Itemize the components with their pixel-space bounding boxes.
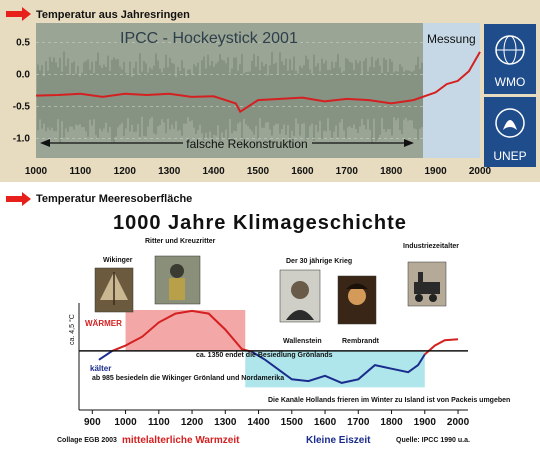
unep-emblem-icon (495, 108, 525, 138)
wallenstein-body (286, 310, 314, 320)
bottom-header: Temperatur Meeresoberfläche (36, 193, 192, 205)
bottom-x-tick-label: 1500 (281, 417, 304, 428)
top-x-tick-label: 2000 (469, 166, 492, 177)
locomotive-body (414, 282, 440, 294)
modern-series-line (424, 338, 459, 356)
wmo-emblem-globe (503, 35, 517, 65)
collage-credit: Collage EGB 2003 (57, 437, 117, 444)
top-header: Temperatur aus Jahresringen (36, 9, 190, 21)
rembrandt-face (348, 287, 366, 305)
warm-series-line (111, 309, 253, 353)
bottom-x-tick-label: 1300 (214, 417, 237, 428)
top-y-axis: 0.5 0.0 -0.5 -1.0 (13, 37, 31, 144)
bottom-panel: Temperatur Meeresoberfläche 1000 Jahre K… (6, 192, 510, 446)
top-plot-title: IPCC - Hockeystick 2001 (120, 30, 298, 47)
false-reconstruction-arrow (40, 139, 414, 147)
top-panel: Temperatur aus Jahresringen IPCC - Hocke… (0, 0, 540, 182)
wallenstein-label: Wallenstein (283, 338, 322, 345)
top-x-tick-label: 1000 (25, 166, 48, 177)
measurement-label: Messung (427, 32, 476, 46)
false-reconstruction-label: falsche Rekonstruktion (186, 137, 307, 151)
rembrandt-label: Rembrandt (342, 338, 380, 345)
bottom-header-arrow (6, 192, 31, 206)
bottom-x-tick-label: 1900 (414, 417, 437, 428)
top-x-tick-label: 1300 (158, 166, 181, 177)
annotation-985: ab 985 besiedeln die Wikinger Grönland u… (92, 375, 284, 382)
bottom-x-tick-label: 900 (84, 417, 101, 428)
colder-label: kälter (90, 364, 111, 373)
locomotive-wheel-1 (415, 294, 423, 302)
top-y-tick-label: -0.5 (13, 102, 31, 113)
bottom-x-tick-label: 1700 (347, 417, 370, 428)
measurement-area (423, 23, 480, 158)
top-series-line (35, 51, 481, 114)
bottom-x-tick-label: 1200 (181, 417, 204, 428)
bottom-x-tick-label: 1600 (314, 417, 337, 428)
false-arrow-head-right (404, 139, 414, 147)
top-x-tick-label: 1200 (114, 166, 137, 177)
warmzeit-label: mittelalterliche Warmzeit (122, 435, 240, 446)
bottom-x-tick-label: 1800 (380, 417, 403, 428)
top-x-tick-label: 1600 (291, 166, 314, 177)
annotation-1350: ca. 1350 endet die Besiedlung Grönlands (196, 352, 333, 359)
knight-body (169, 278, 185, 300)
bottom-x-tick-label: 2000 (447, 417, 470, 428)
top-x-axis: 1000 1100 1200 1300 1400 1500 1600 1700 1800 1900… (25, 166, 492, 177)
bottom-x-tick-label: 1400 (247, 417, 270, 428)
unep-logo-text: UNEP (493, 149, 526, 163)
top-y-tick-label: 0.5 (16, 37, 30, 48)
wallenstein-face (291, 281, 309, 299)
wikinger-label: Wikinger (103, 257, 133, 264)
top-x-tick-label: 1700 (336, 166, 359, 177)
knight-helmet (170, 264, 184, 278)
industrie-label: Industriezeitalter (403, 243, 459, 250)
rembrandt-hat (346, 283, 368, 289)
annotation-holland: Die Kanäle Hollands frieren im Winter zu… (268, 397, 510, 404)
bottom-x-axis: 900 1000 1100 1200 1300 1400 1500 1600 1700 1800 1… (84, 410, 470, 428)
y-axis-label: ca. 4,5 °C (68, 314, 76, 345)
bottom-x-tick-label: 1000 (114, 417, 137, 428)
top-x-tick-label: 1900 (424, 166, 447, 177)
warmer-label: WÄRMER (85, 319, 122, 328)
eiszeit-label: Kleine Eiszeit (306, 435, 371, 446)
bottom-title: 1000 Jahre Klimageschichte (113, 212, 407, 234)
top-gridlines (36, 41, 423, 140)
top-header-arrow (6, 7, 31, 21)
locomotive-wheel-2 (429, 294, 437, 302)
cold-series-line (98, 350, 426, 384)
unep-emblem-leaf (503, 120, 517, 130)
locomotive-chimney (418, 272, 423, 282)
source-label: Quelle: IPCC 1990 u.a. (396, 437, 470, 444)
ritter-label: Ritter und Kreuzritter (145, 238, 216, 245)
wmo-logo-text: WMO (495, 75, 526, 89)
top-x-tick-label: 1800 (380, 166, 403, 177)
top-x-tick-label: 1400 (202, 166, 225, 177)
top-x-tick-label: 1100 (70, 166, 92, 177)
false-arrow-head-left (40, 139, 50, 147)
top-y-tick-label: 0.0 (16, 69, 30, 80)
bottom-x-tick-label: 1100 (148, 417, 170, 428)
krieg-label: Der 30 jährige Krieg (286, 258, 352, 265)
top-y-tick-label: -1.0 (13, 134, 31, 145)
top-x-tick-label: 1500 (247, 166, 270, 177)
